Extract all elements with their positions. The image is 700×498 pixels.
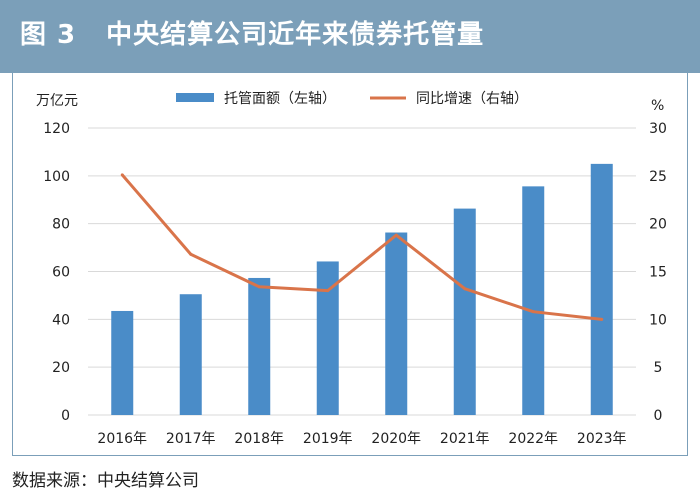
x-tick-label: 2017年 <box>166 431 216 447</box>
bar <box>111 310 134 415</box>
y-tick-left: 120 <box>43 121 70 137</box>
y-tick-right: 25 <box>649 169 667 185</box>
legend-label-line: 同比增速（右轴） <box>416 91 528 107</box>
y-tick-left: 0 <box>61 408 70 424</box>
bar <box>385 232 408 415</box>
y-axis-right-title: % <box>651 98 664 114</box>
bar <box>248 277 271 415</box>
y-tick-left: 20 <box>52 360 70 376</box>
line-point <box>394 233 398 237</box>
y-tick-right: 20 <box>649 217 667 233</box>
x-tick-label: 2023年 <box>577 431 627 447</box>
x-tick-label: 2022年 <box>508 431 558 447</box>
y-tick-right: 10 <box>649 312 667 328</box>
bar <box>316 261 339 415</box>
x-tick-label: 2021年 <box>440 431 490 447</box>
line-point <box>600 317 604 321</box>
y-tick-right: 30 <box>649 121 667 137</box>
x-tick-label: 2016年 <box>97 431 147 447</box>
y-axis-left-title: 万亿元 <box>36 93 78 109</box>
legend-swatch-bar <box>176 93 214 102</box>
bar <box>590 163 613 415</box>
line-point <box>463 287 467 291</box>
x-tick-label: 2018年 <box>234 431 284 447</box>
figure-title: 图 3 中央结算公司近年来债券托管量 <box>20 14 484 51</box>
figure-number: 图 3 <box>20 20 77 50</box>
data-source-note: 数据来源：中央结算公司 <box>12 471 199 491</box>
figure-header: 图 3 中央结算公司近年来债券托管量 <box>0 0 700 73</box>
figure-title-text: 中央结算公司近年来债券托管量 <box>106 20 485 50</box>
y-tick-right: 15 <box>649 265 667 281</box>
y-tick-right: 5 <box>654 360 663 376</box>
line-point <box>326 289 330 293</box>
y-tick-left: 80 <box>52 217 70 233</box>
y-tick-left: 60 <box>52 265 70 281</box>
line-point <box>189 252 193 256</box>
y-tick-left: 40 <box>52 312 70 328</box>
line-point <box>257 285 261 289</box>
growth-rate-line <box>121 173 602 321</box>
chart-frame <box>12 73 688 456</box>
bar <box>453 208 476 415</box>
bar <box>179 294 202 415</box>
line-point <box>120 173 124 177</box>
x-tick-label: 2020年 <box>371 431 421 447</box>
x-tick-label: 2019年 <box>303 431 353 447</box>
y-tick-right: 0 <box>654 408 663 424</box>
legend: 托管面额（左轴） 同比增速（右轴） <box>176 91 528 107</box>
legend-label-bar: 托管面额（左轴） <box>224 91 336 107</box>
y-tick-left: 100 <box>43 169 70 185</box>
bar <box>522 186 545 415</box>
line-point <box>531 310 535 314</box>
